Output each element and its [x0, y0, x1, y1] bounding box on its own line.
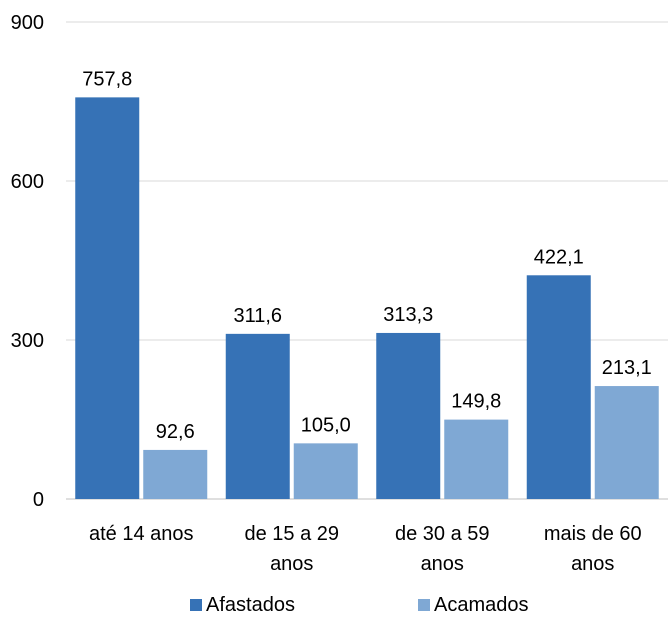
bar-acamados: [594, 386, 659, 499]
data-label: 313,3: [383, 304, 433, 326]
bar-afastados: [75, 97, 140, 499]
bar-afastados: [376, 332, 441, 499]
legend-label: Acamados: [434, 594, 529, 616]
legend-swatch: [190, 599, 202, 611]
data-label: 757,8: [82, 68, 132, 90]
data-label: 311,6: [233, 305, 282, 327]
bar-acamados: [444, 419, 509, 499]
x-category-label: anos: [421, 553, 464, 575]
data-label: 92,6: [156, 421, 195, 443]
y-axis-ticks: 0 300 600 900: [11, 12, 44, 511]
data-labels: 757,8 92,6 311,6 105,0 313,3 149,8 422,1 213,1: [82, 68, 652, 443]
bar-acamados: [143, 449, 208, 499]
legend: Afastados Acamados: [190, 594, 529, 616]
x-axis-categories: até 14 anos de 15 a 29 anos de 30 a 59 anos m…: [89, 523, 642, 575]
legend-swatch: [418, 599, 430, 611]
x-category-label: de 30 a 59: [395, 523, 490, 545]
x-category-label: de 15 a 29: [244, 523, 339, 545]
data-label: 105,0: [301, 414, 351, 436]
bars: [75, 97, 659, 499]
y-tick-label: 900: [11, 12, 44, 34]
y-tick-label: 300: [11, 330, 44, 352]
bar-afastados: [526, 275, 591, 499]
y-tick-label: 0: [33, 489, 44, 511]
x-category-label: anos: [270, 553, 313, 575]
y-tick-label: 600: [11, 171, 44, 193]
x-category-label: até 14 anos: [89, 523, 194, 545]
x-category-label: anos: [571, 553, 614, 575]
x-category-label: mais de 60: [544, 523, 642, 545]
bar-afastados: [225, 333, 290, 499]
bar-acamados: [293, 443, 358, 499]
data-label: 213,1: [602, 357, 652, 379]
data-label: 149,8: [451, 391, 501, 413]
legend-label: Afastados: [206, 594, 295, 616]
data-label: 422,1: [534, 246, 584, 268]
